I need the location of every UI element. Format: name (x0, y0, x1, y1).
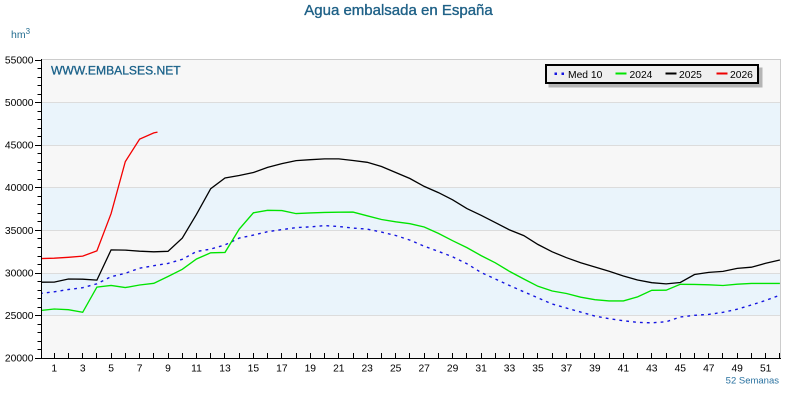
svg-text:Med 10: Med 10 (568, 70, 603, 81)
svg-text:29: 29 (447, 363, 459, 374)
svg-text:2024: 2024 (630, 70, 653, 81)
svg-text:35000: 35000 (5, 226, 34, 237)
svg-text:39: 39 (589, 363, 601, 374)
svg-text:WWW.EMBALSES.NET: WWW.EMBALSES.NET (51, 64, 181, 78)
svg-text:45000: 45000 (5, 141, 34, 152)
svg-text:9: 9 (165, 363, 171, 374)
svg-text:17: 17 (276, 363, 288, 374)
svg-text:13: 13 (219, 363, 231, 374)
svg-text:5: 5 (108, 363, 114, 374)
svg-text:3: 3 (80, 363, 86, 374)
svg-text:2026: 2026 (730, 70, 753, 81)
svg-text:11: 11 (191, 363, 202, 374)
svg-text:31: 31 (475, 363, 487, 374)
svg-text:20000: 20000 (5, 354, 34, 365)
svg-text:45: 45 (675, 363, 687, 374)
svg-text:47: 47 (703, 363, 715, 374)
svg-text:35: 35 (532, 363, 544, 374)
svg-text:50000: 50000 (5, 98, 34, 109)
svg-text:25: 25 (390, 363, 402, 374)
svg-text:15: 15 (248, 363, 260, 374)
svg-text:2025: 2025 (679, 70, 702, 81)
svg-text:Agua embalsada en España: Agua embalsada en España (304, 2, 493, 19)
svg-text:30000: 30000 (5, 268, 34, 279)
svg-text:37: 37 (561, 363, 573, 374)
svg-text:25000: 25000 (5, 311, 34, 322)
svg-text:33: 33 (504, 363, 516, 374)
svg-text:7: 7 (137, 363, 143, 374)
svg-text:21: 21 (333, 363, 345, 374)
svg-text:43: 43 (646, 363, 658, 374)
svg-text:1: 1 (51, 363, 57, 374)
svg-text:19: 19 (305, 363, 317, 374)
svg-text:49: 49 (731, 363, 743, 374)
svg-text:41: 41 (618, 363, 630, 374)
svg-text:40000: 40000 (5, 183, 34, 194)
svg-text:51: 51 (760, 363, 772, 374)
svg-text:52 Semanas: 52 Semanas (726, 375, 780, 386)
svg-text:55000: 55000 (5, 55, 34, 66)
svg-text:27: 27 (418, 363, 430, 374)
svg-text:23: 23 (361, 363, 373, 374)
